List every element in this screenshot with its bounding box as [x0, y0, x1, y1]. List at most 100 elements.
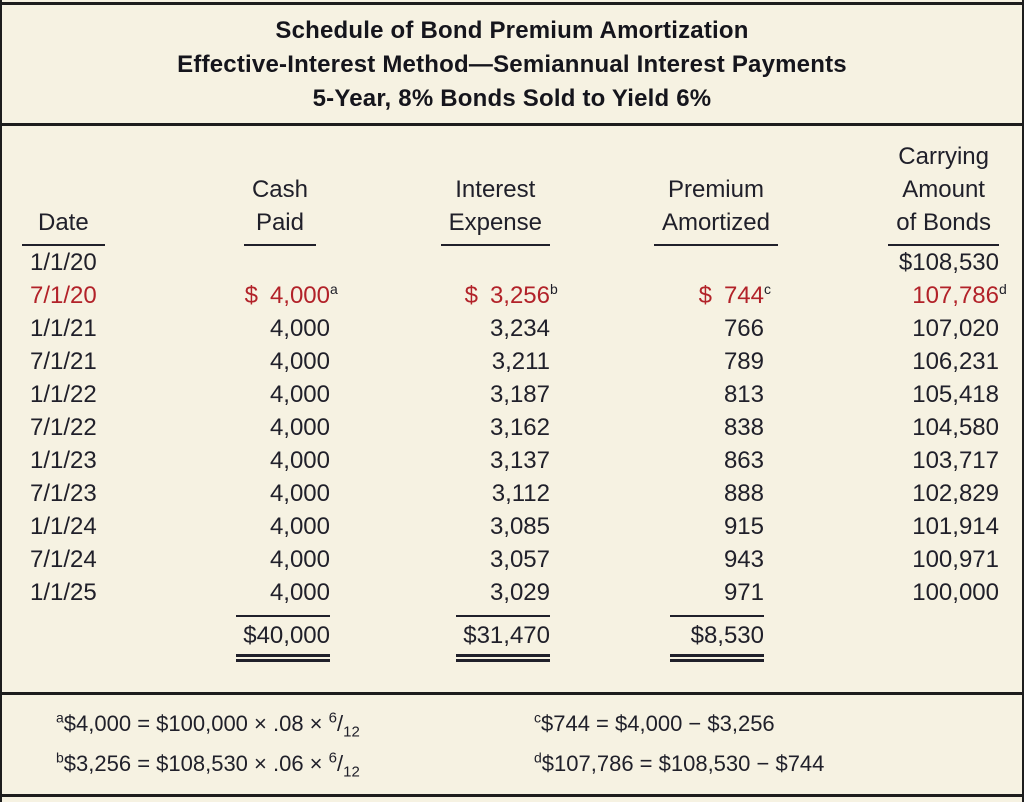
- footnote-a-fraction-slash: /: [337, 711, 344, 736]
- footnotes: a$4,000 = $100,000 × .08 × 6/12 b$3,256 …: [2, 695, 1022, 794]
- schedule-section: Date Cash Paid Interest Expense: [2, 126, 1022, 692]
- date-cell: 1/1/25: [30, 579, 97, 606]
- bottom-rule: [2, 794, 1022, 797]
- amortization-table: Date Cash Paid Interest Expense: [2, 128, 1022, 663]
- interest-expense-cell: 3,187: [489, 381, 550, 408]
- table-row: 7/1/22 4,000 3,162 838 104,580: [2, 411, 1022, 444]
- totals-empty-carry-cell: [776, 609, 1022, 663]
- interest-expense-cell: 3,211: [491, 348, 550, 375]
- footnote-a-text: $4,000 = $100,000 × .08 ×: [63, 711, 329, 736]
- premium-amortized-cell: $744c: [698, 281, 771, 309]
- interest-expense-cell: [346, 246, 564, 279]
- premium-amortized-cell: 838: [723, 414, 764, 441]
- cash-paid-cell: 4,000: [269, 447, 330, 474]
- totals-empty-date-cell: [2, 609, 134, 663]
- schedule-body: 1/1/20 $108,530 7/1/20 $4,000a $3,256b $744c 1…: [2, 246, 1022, 609]
- footnote-d: d$107,786 = $108,530 − $744: [534, 744, 824, 784]
- header-row: Date Cash Paid Interest Expense: [2, 128, 1022, 246]
- title-line-3: 5-Year, 8% Bonds Sold to Yield 6%: [312, 85, 712, 112]
- title-line-2: Effective-Interest Method—Semiannual Int…: [177, 51, 847, 78]
- carrying-amount-cell: 100,000: [912, 579, 999, 606]
- date-cell: 7/1/20: [30, 282, 97, 309]
- footnote-b-fraction-slash: /: [337, 751, 344, 776]
- footnote-b-text: $3,256 = $108,530 × .06 ×: [63, 751, 329, 776]
- carrying-amount-cell: 107,786d: [912, 281, 1007, 309]
- interest-expense-cell: 3,137: [489, 447, 550, 474]
- date-cell: 7/1/21: [30, 348, 97, 375]
- table-row: 1/1/24 4,000 3,085 915 101,914: [2, 510, 1022, 543]
- footnote-a-fraction-denominator: 12: [343, 723, 360, 741]
- premium-amortized-cell: [564, 246, 776, 279]
- date-cell: 7/1/22: [30, 414, 97, 441]
- interest-expense-cell: 3,112: [491, 480, 550, 507]
- carrying-amount-cell: 104,580: [912, 414, 999, 441]
- total-cash-paid: $40,000: [134, 609, 346, 663]
- date-cell: 1/1/22: [30, 381, 97, 408]
- cash-paid-cell: 4,000: [269, 414, 330, 441]
- footnote-b-fraction-denominator: 12: [343, 763, 360, 781]
- carrying-amount-cell: 103,717: [912, 447, 999, 474]
- cash-paid-cell: 4,000: [269, 513, 330, 540]
- interest-expense-cell: 3,162: [489, 414, 550, 441]
- carrying-amount-cell: 106,231: [912, 348, 999, 375]
- date-cell: 1/1/23: [30, 447, 97, 474]
- date-cell: 7/1/23: [30, 480, 97, 507]
- table-row: 7/1/23 4,000 3,112 888 102,829: [2, 477, 1022, 510]
- footnote-d-text: $107,786 = $108,530 − $744: [541, 751, 825, 776]
- cash-paid-cell: 4,000: [269, 546, 330, 573]
- cash-paid-cell: 4,000: [269, 381, 330, 408]
- premium-amortized-cell: 766: [723, 315, 764, 342]
- carrying-amount-cell: 101,914: [912, 513, 999, 540]
- carrying-amount-cell: 105,418: [912, 381, 999, 408]
- footnote-a: a$4,000 = $100,000 × .08 × 6/12: [56, 704, 534, 744]
- date-cell: 1/1/20: [30, 249, 97, 276]
- title-block: Schedule of Bond Premium Amortization Ef…: [2, 5, 1022, 123]
- cash-paid-cell: $4,000a: [244, 281, 338, 309]
- title-line-1: Schedule of Bond Premium Amortization: [275, 17, 749, 44]
- carrying-amount-cell: 100,971: [912, 546, 999, 573]
- column-header-cash-paid: Cash Paid: [134, 128, 346, 246]
- interest-expense-cell: 3,057: [489, 546, 550, 573]
- carrying-amount-cell: 102,829: [912, 480, 999, 507]
- total-interest-expense: $31,470: [346, 609, 564, 663]
- footnote-a-fraction-numerator: 6: [328, 709, 337, 727]
- table-row: 1/1/23 4,000 3,137 863 103,717: [2, 444, 1022, 477]
- interest-expense-cell: 3,029: [489, 579, 550, 606]
- premium-amortized-cell: 888: [723, 480, 764, 507]
- premium-amortized-cell: 943: [723, 546, 764, 573]
- column-header-carrying-amount: Carrying Amount of Bonds: [776, 128, 1022, 246]
- column-header-premium-amortized: Premium Amortized: [564, 128, 778, 246]
- table-row: 7/1/20 $4,000a $3,256b $744c 107,786d: [2, 279, 1022, 312]
- footnotes-right-column: c$744 = $4,000 − $3,256 d$107,786 = $108…: [534, 704, 824, 784]
- column-header-date: Date: [2, 128, 134, 246]
- premium-amortized-cell: 915: [723, 513, 764, 540]
- interest-expense-cell: 3,085: [489, 513, 550, 540]
- premium-amortized-cell: 789: [723, 348, 764, 375]
- premium-amortized-cell: 813: [723, 381, 764, 408]
- carrying-amount-cell: $108,530: [898, 249, 999, 276]
- top-rule: [2, 2, 1022, 5]
- cash-paid-cell: 4,000: [269, 480, 330, 507]
- table-row: 7/1/21 4,000 3,211 789 106,231: [2, 345, 1022, 378]
- table-row: 1/1/20 $108,530: [2, 246, 1022, 279]
- footnote-b-fraction-numerator: 6: [328, 749, 337, 767]
- footnote-d-mark: d: [534, 749, 542, 766]
- date-cell: 1/1/24: [30, 513, 97, 540]
- date-cell: 1/1/21: [30, 315, 97, 342]
- date-cell: 7/1/24: [30, 546, 97, 573]
- footnote-a-mark: a: [56, 709, 64, 726]
- table-row: 1/1/25 4,000 3,029 971 100,000: [2, 576, 1022, 609]
- cash-paid-cell: 4,000: [269, 315, 330, 342]
- premium-amortized-cell: 971: [723, 579, 764, 606]
- column-header-interest-expense: Interest Expense: [346, 128, 564, 246]
- premium-amortized-cell: 863: [723, 447, 764, 474]
- interest-expense-cell: 3,234: [489, 315, 550, 342]
- carrying-amount-cell: 107,020: [912, 315, 999, 342]
- cash-paid-cell: 4,000: [269, 348, 330, 375]
- footnote-c-text: $744 = $4,000 − $3,256: [541, 711, 775, 736]
- interest-expense-cell: $3,256b: [464, 281, 558, 309]
- footnote-b: b$3,256 = $108,530 × .06 × 6/12: [56, 744, 534, 784]
- footnote-divider-rule: [2, 692, 1022, 695]
- table-row: 1/1/22 4,000 3,187 813 105,418: [2, 378, 1022, 411]
